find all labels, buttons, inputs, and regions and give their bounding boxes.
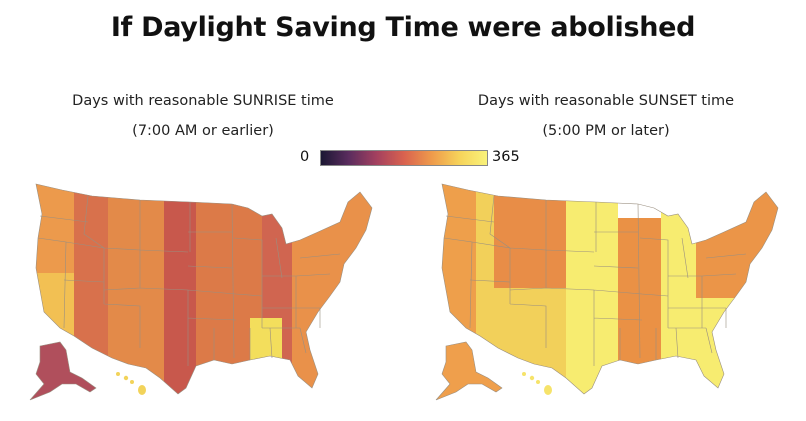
sunset-state-borders <box>441 183 779 395</box>
color-legend: 0 365 <box>300 148 530 168</box>
chart-title: If Daylight Saving Time were abolished <box>110 12 696 43</box>
sunset-hawaii <box>522 372 552 395</box>
legend-min-label: 0 <box>300 149 310 165</box>
sunrise-hawaii <box>116 372 146 395</box>
sunrise-subtitle-line1: Days with reasonable SUNRISE time <box>72 93 334 109</box>
sunrise-state-borders <box>35 183 373 395</box>
sunrise-eastern-zone <box>292 184 372 394</box>
sunset-mountain-west-zone <box>494 184 566 288</box>
sunrise-subtitle-line2: (7:00 AM or earlier) <box>132 123 274 139</box>
sunrise-alaska <box>29 341 97 401</box>
sunset-alaska <box>435 341 503 401</box>
sunrise-southeast-zone <box>250 318 282 394</box>
sunrise-mountain-zone <box>108 184 164 394</box>
sunrise-central-west-zone <box>164 184 196 394</box>
sunrise-map-subtitle: Days with reasonable SUNRISE time (7:00 … <box>3 86 403 146</box>
sunset-central-east-zone <box>618 218 668 394</box>
sunset-subtitle-line1: Days with reasonable SUNSET time <box>477 93 735 109</box>
sunset-subtitle-line2: (5:00 PM or later) <box>542 123 670 139</box>
sunrise-eastern-west-zone <box>262 184 292 394</box>
sunset-northeast-zone <box>696 184 778 298</box>
sunset-map-subtitle: Days with reasonable SUNSET time (5:00 P… <box>406 86 806 146</box>
sunrise-central-zone <box>196 184 262 394</box>
sunset-map <box>435 183 779 401</box>
legend-max-label: 365 <box>492 149 520 165</box>
sunrise-map <box>29 183 373 401</box>
sunset-central-zone <box>566 184 618 394</box>
legend-color-bar <box>320 150 488 166</box>
